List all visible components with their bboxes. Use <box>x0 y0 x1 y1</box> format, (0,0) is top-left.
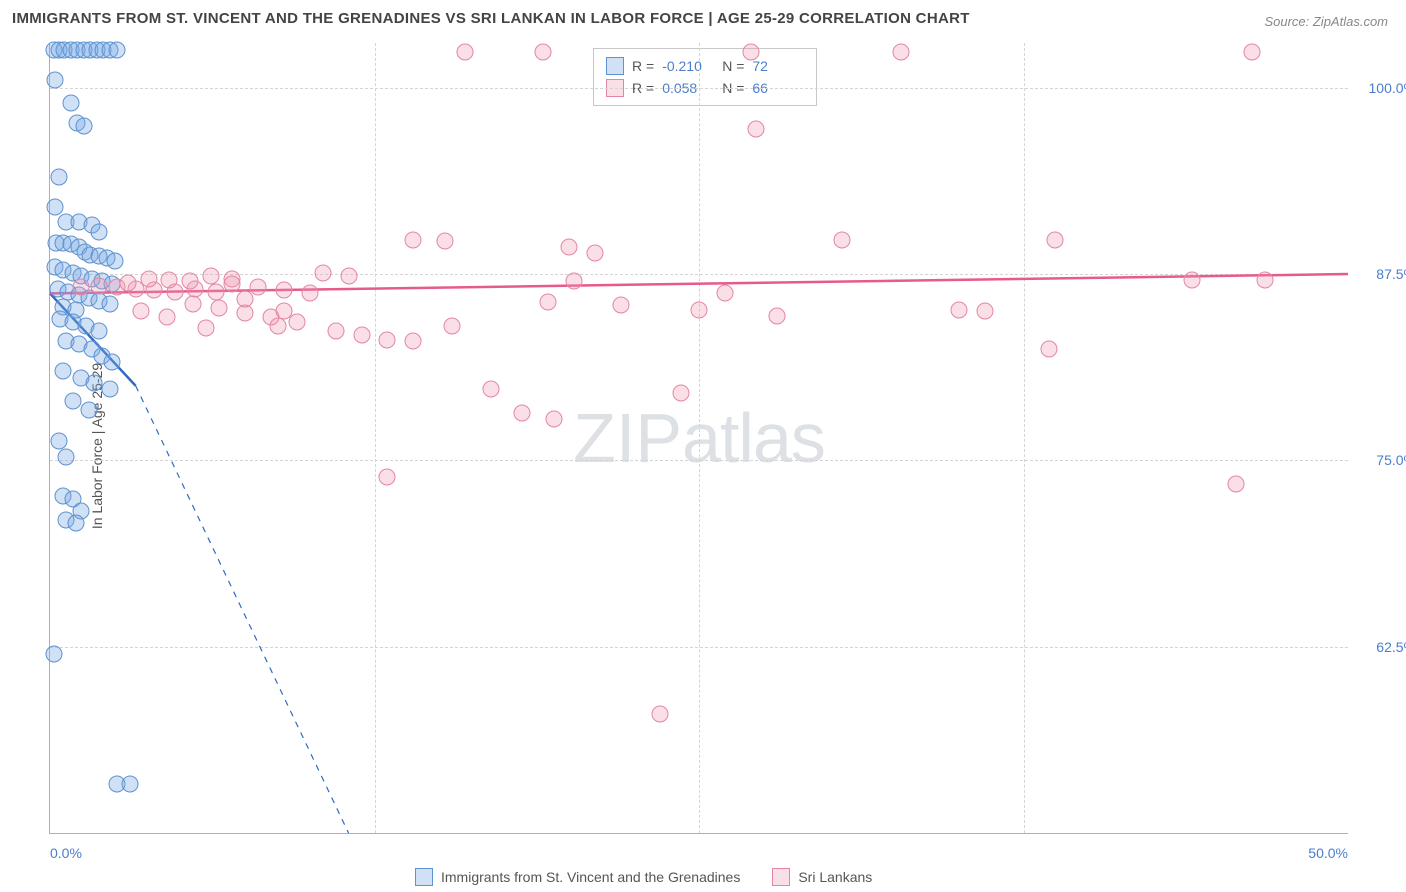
data-point <box>275 282 292 299</box>
data-point <box>101 295 118 312</box>
data-point <box>62 94 79 111</box>
data-point <box>202 267 219 284</box>
data-point <box>75 118 92 135</box>
data-point <box>51 169 68 186</box>
data-point <box>184 295 201 312</box>
data-point <box>54 362 71 379</box>
data-point <box>514 404 531 421</box>
data-point <box>379 331 396 348</box>
data-point <box>122 775 139 792</box>
data-point <box>1228 476 1245 493</box>
data-point <box>223 276 240 293</box>
data-point <box>652 705 669 722</box>
data-point <box>91 322 108 339</box>
legend-label: Immigrants from St. Vincent and the Gren… <box>441 869 740 885</box>
data-point <box>1243 43 1260 60</box>
data-point <box>1041 340 1058 357</box>
chart-title: IMMIGRANTS FROM ST. VINCENT AND THE GREN… <box>12 10 970 27</box>
data-point <box>47 198 64 215</box>
data-point <box>109 42 126 59</box>
data-point <box>91 277 108 294</box>
data-point <box>45 646 62 663</box>
data-point <box>65 392 82 409</box>
legend-item: Immigrants from St. Vincent and the Gren… <box>415 868 740 886</box>
data-point <box>197 319 214 336</box>
data-point <box>716 285 733 302</box>
data-point <box>950 301 967 318</box>
data-point <box>457 43 474 60</box>
data-point <box>1184 272 1201 289</box>
data-point <box>561 239 578 256</box>
data-point <box>535 43 552 60</box>
data-point <box>768 307 785 324</box>
data-point <box>540 294 557 311</box>
data-point <box>86 374 103 391</box>
data-point <box>140 270 157 287</box>
data-point <box>566 273 583 290</box>
data-point <box>587 245 604 262</box>
y-tick-label: 87.5% <box>1356 266 1406 282</box>
data-point <box>340 267 357 284</box>
data-point <box>672 385 689 402</box>
data-point <box>893 43 910 60</box>
legend-item: Sri Lankans <box>772 868 872 886</box>
data-point <box>236 291 253 308</box>
data-point <box>748 121 765 138</box>
data-point <box>208 283 225 300</box>
data-point <box>51 432 68 449</box>
data-point <box>1046 231 1063 248</box>
y-tick-label: 100.0% <box>1356 80 1406 96</box>
data-point <box>976 303 993 320</box>
data-point <box>104 353 121 370</box>
data-point <box>833 231 850 248</box>
data-point <box>405 333 422 350</box>
data-point <box>353 327 370 344</box>
data-point <box>57 449 74 466</box>
data-point <box>67 514 84 531</box>
x-tick-label: 0.0% <box>50 845 82 861</box>
data-point <box>613 297 630 314</box>
data-point <box>1256 272 1273 289</box>
x-tick-label: 50.0% <box>1308 845 1348 861</box>
data-point <box>91 224 108 241</box>
data-point <box>73 279 90 296</box>
trend-lines <box>50 43 1348 833</box>
legend-swatch <box>772 868 790 886</box>
data-point <box>545 410 562 427</box>
data-point <box>742 43 759 60</box>
source-citation: Source: ZipAtlas.com <box>1264 14 1388 29</box>
y-tick-label: 75.0% <box>1356 452 1406 468</box>
data-point <box>691 301 708 318</box>
data-point <box>210 300 227 317</box>
scatter-plot-area: ZIPatlas R =-0.210N =72R = 0.058N =66 62… <box>49 43 1348 834</box>
data-point <box>80 401 97 418</box>
data-point <box>379 468 396 485</box>
legend-swatch <box>415 868 433 886</box>
data-point <box>483 380 500 397</box>
data-point <box>182 273 199 290</box>
data-point <box>132 303 149 320</box>
data-point <box>405 231 422 248</box>
legend-label: Sri Lankans <box>798 869 872 885</box>
data-point <box>119 274 136 291</box>
data-point <box>270 318 287 335</box>
data-point <box>47 72 64 89</box>
legend-series: Immigrants from St. Vincent and the Gren… <box>415 868 872 886</box>
data-point <box>275 303 292 320</box>
data-point <box>101 380 118 397</box>
data-point <box>436 233 453 250</box>
data-point <box>161 272 178 289</box>
data-point <box>301 285 318 302</box>
data-point <box>327 322 344 339</box>
data-point <box>249 279 266 296</box>
data-point <box>314 264 331 281</box>
y-tick-label: 62.5% <box>1356 639 1406 655</box>
data-point <box>444 318 461 335</box>
data-point <box>106 252 123 269</box>
data-point <box>158 309 175 326</box>
